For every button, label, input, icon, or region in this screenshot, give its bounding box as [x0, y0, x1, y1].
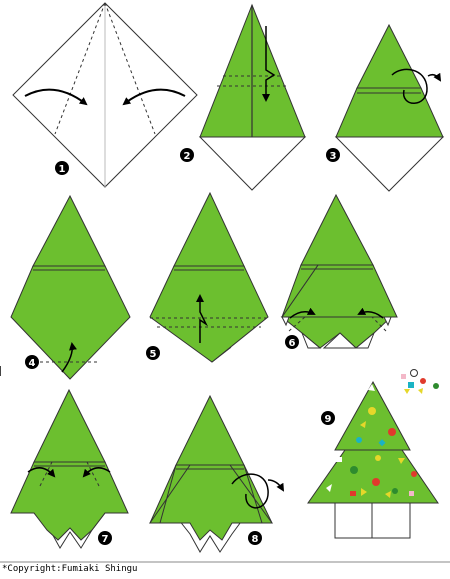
- arrow-head-icon: [267, 479, 285, 492]
- step-8-diagram: 8: [149, 394, 285, 553]
- step-number-badge: 9: [321, 411, 335, 425]
- step-number: 9: [325, 414, 332, 425]
- step-number-badge: 2: [180, 148, 194, 162]
- step-number-badge: 1: [55, 161, 69, 175]
- step-5-diagram: 5: [146, 191, 269, 363]
- arrow-head-icon: [427, 72, 442, 82]
- fold-arrow-icon: [357, 307, 384, 319]
- step-number-badge: 7: [98, 531, 112, 545]
- step-number: 5: [150, 349, 157, 360]
- fold-arrow-icon: [82, 467, 111, 478]
- step-number: 1: [59, 164, 66, 175]
- step-number: 6: [289, 338, 296, 349]
- step-number: 3: [330, 151, 337, 162]
- fold-arrow-icon: [122, 88, 186, 106]
- fold-arrow-icon: [289, 307, 316, 319]
- step-number-badge: 6: [285, 335, 299, 349]
- step-number-badge: 5: [146, 346, 160, 360]
- step-1-diagram: 1: [12, 2, 198, 188]
- step-3-diagram: 3: [326, 23, 445, 192]
- pleat-arrow-icon: [262, 26, 276, 102]
- step-number: 8: [252, 534, 259, 545]
- step-2-diagram: 2: [180, 3, 307, 191]
- copyright-text: *Copyright:Fumiaki Shingu: [2, 564, 138, 574]
- step-4-diagram: 4: [10, 194, 131, 380]
- step-9-diagram: 9: [307, 369, 439, 539]
- loose-ornaments: [401, 369, 439, 394]
- pleat-arrow-icon: [196, 294, 208, 343]
- tree-ornaments: [326, 384, 417, 498]
- turn-over-arrow-icon: [391, 68, 428, 104]
- turn-over-arrow-icon: [231, 473, 269, 509]
- step-number-badge: 4: [25, 355, 39, 369]
- step-number-badge: 3: [326, 148, 340, 162]
- edge-mark: [0, 366, 4, 376]
- fold-up-arrow-icon: [61, 342, 77, 373]
- fold-arrow-icon: [27, 467, 56, 478]
- step-6-diagram: 6: [280, 193, 398, 349]
- step-7-diagram: 7: [10, 388, 129, 549]
- fold-arrow-icon: [24, 88, 88, 106]
- step-number: 4: [29, 358, 36, 369]
- step-number: 2: [184, 151, 191, 162]
- step-number-badge: 8: [248, 531, 262, 545]
- step-number: 7: [102, 534, 109, 545]
